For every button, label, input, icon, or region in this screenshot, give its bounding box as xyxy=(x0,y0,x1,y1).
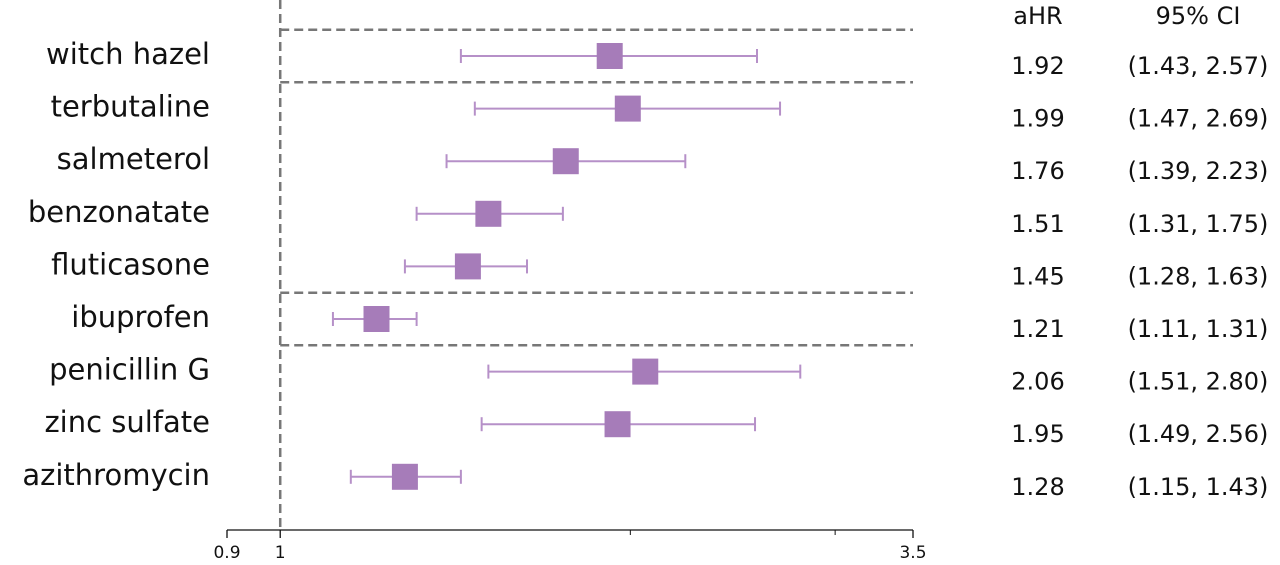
ahr-value: 1.28 xyxy=(1011,473,1064,501)
ahr-value: 1.95 xyxy=(1011,420,1064,448)
point-estimate xyxy=(475,200,502,227)
point-estimate xyxy=(604,411,631,438)
ahr-value: 1.99 xyxy=(1011,105,1064,133)
point-estimate xyxy=(552,148,579,175)
ci-value: (1.43, 2.57) xyxy=(1128,52,1269,80)
column-header: aHR xyxy=(1013,2,1062,30)
ci-value: (1.11, 1.31) xyxy=(1128,315,1269,343)
point-estimate xyxy=(632,358,659,385)
ahr-value: 1.45 xyxy=(1011,262,1064,290)
x-tick-label: 3.5 xyxy=(899,543,926,563)
point-estimate xyxy=(363,306,390,332)
ahr-value: 1.76 xyxy=(1011,157,1064,185)
ci-value: (1.49, 2.56) xyxy=(1128,420,1269,448)
column-header: 95% CI xyxy=(1156,2,1241,30)
point-estimate xyxy=(614,95,641,122)
row-label: ibuprofen xyxy=(71,300,210,334)
ci-value: (1.15, 1.43) xyxy=(1128,473,1269,501)
ci-value: (1.31, 1.75) xyxy=(1128,210,1269,238)
row-label: witch hazel xyxy=(46,37,210,71)
ci-value: (1.47, 2.69) xyxy=(1128,105,1269,133)
row-label: benzonatate xyxy=(28,195,210,229)
row-label: zinc sulfate xyxy=(44,405,210,439)
ci-value: (1.28, 1.63) xyxy=(1128,262,1269,290)
x-tick-label: 1 xyxy=(275,543,286,563)
ci-value: (1.51, 2.80) xyxy=(1128,368,1269,396)
ahr-value: 2.06 xyxy=(1011,368,1064,396)
point-estimate xyxy=(454,253,481,280)
point-estimate xyxy=(391,463,418,490)
ahr-value: 1.21 xyxy=(1011,315,1064,343)
ci-value: (1.39, 2.23) xyxy=(1128,157,1269,185)
ahr-value: 1.51 xyxy=(1011,210,1064,238)
row-label: salmeterol xyxy=(57,142,210,176)
ahr-value: 1.92 xyxy=(1011,52,1064,80)
row-label: terbutaline xyxy=(51,90,210,124)
row-label: penicillin G xyxy=(49,353,210,387)
point-estimate xyxy=(596,43,623,69)
row-label: fluticasone xyxy=(51,247,210,281)
x-tick-label: 0.9 xyxy=(213,543,240,563)
row-label: azithromycin xyxy=(22,458,210,492)
